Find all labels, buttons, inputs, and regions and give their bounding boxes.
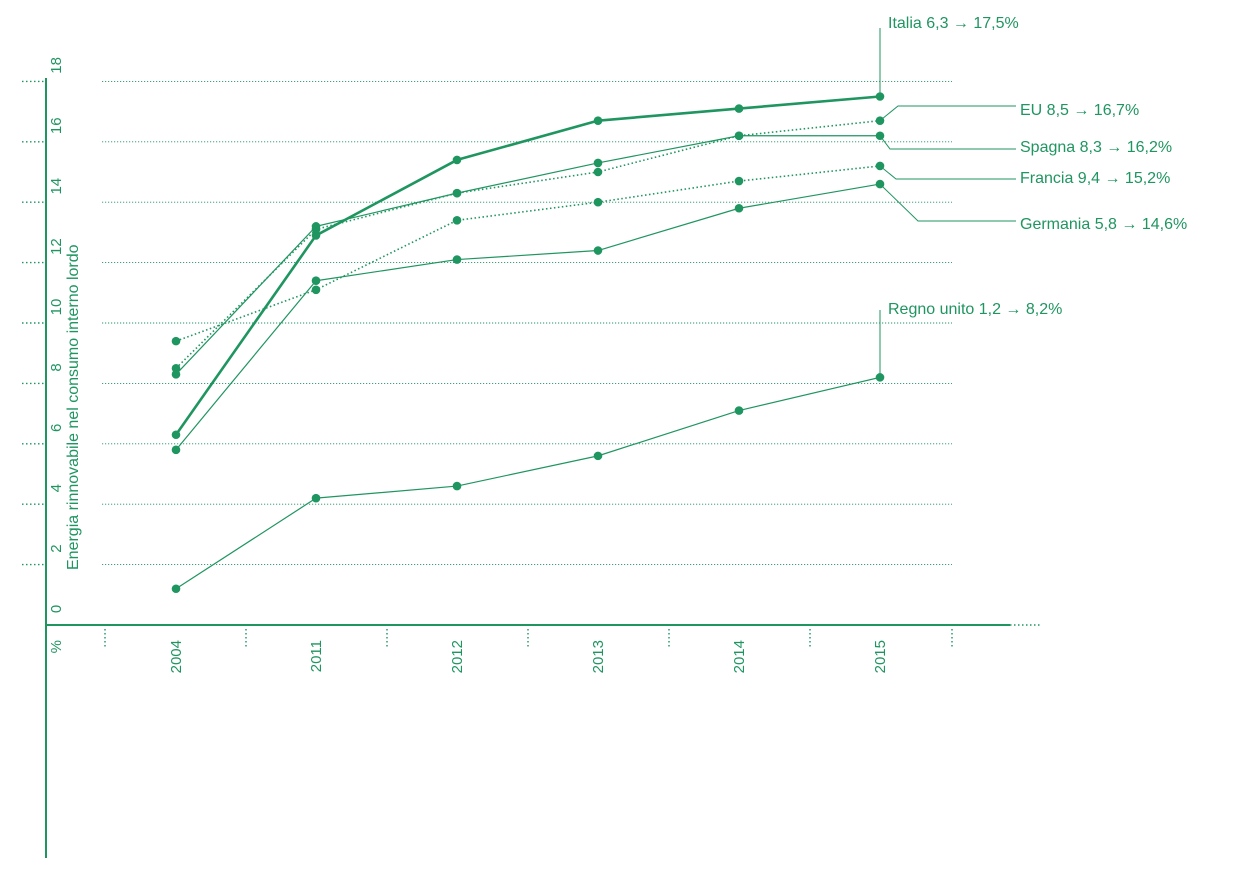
y-tick-label: 6	[48, 424, 65, 432]
y-axis-label: Energia rinnovabile nel consumo interno …	[65, 244, 82, 570]
series-lines	[171, 92, 885, 594]
data-point-germania	[171, 445, 181, 455]
data-point-francia	[311, 285, 321, 295]
data-point-germania	[452, 255, 462, 264]
data-point-francia	[593, 197, 603, 207]
data-point-eu	[171, 364, 181, 373]
series-line-spagna	[175, 135, 880, 375]
y-tick-label: 4	[48, 484, 65, 492]
y-tick-label: 16	[48, 117, 65, 134]
y-tick-label: 2	[48, 544, 65, 552]
series-annotations: Italia 6,3 → 17,5% EU 8,5 → 16,7% Spagna 8…	[879, 15, 1187, 378]
x-tick-label: 2014	[731, 640, 748, 673]
y-axis-unit: %	[48, 640, 65, 653]
series-label-regno-unito: Regno unito 1,2 → 8,2%	[888, 301, 1062, 318]
data-point-germania	[311, 276, 321, 286]
data-point-regno-unito	[734, 406, 744, 415]
leader-line-germania	[879, 183, 1016, 222]
leader-line-spagna	[879, 135, 1016, 150]
series-line-germania	[175, 183, 881, 451]
data-point-regno-unito	[452, 481, 462, 491]
data-point-spagna	[593, 158, 603, 168]
data-point-italia	[452, 155, 462, 165]
series-line-francia	[175, 165, 881, 342]
data-point-spagna	[452, 188, 462, 198]
x-tick-label: 2013	[590, 640, 607, 673]
data-point-regno-unito	[593, 451, 603, 461]
data-point-italia	[593, 116, 603, 125]
data-point-germania	[593, 246, 603, 255]
series-line-eu	[175, 119, 881, 369]
data-point-italia	[311, 231, 321, 240]
series-line-italia	[174, 95, 881, 436]
y-tick-label: 0	[48, 605, 65, 613]
series-label-francia: Francia 9,4 → 15,2%	[1020, 170, 1170, 187]
series-label-spagna: Spagna 8,3 → 16,2%	[1020, 139, 1172, 156]
data-point-francia	[734, 176, 744, 186]
data-point-spagna	[311, 222, 321, 231]
x-tick-label: 2004	[168, 640, 185, 673]
data-point-francia	[171, 336, 181, 346]
series-label-italia: Italia 6,3 → 17,5%	[888, 15, 1019, 32]
y-tick-label: 14	[48, 178, 65, 195]
y-tick-label: 10	[48, 299, 65, 316]
series-label-eu: EU 8,5 → 16,7%	[1020, 102, 1139, 119]
leader-line-eu	[879, 105, 1016, 122]
data-point-spagna	[734, 131, 744, 141]
data-point-spagna	[171, 370, 181, 379]
series-line-regno-unito	[175, 376, 881, 590]
data-point-italia	[734, 104, 744, 113]
series-label-germania: Germania 5,8 → 14,6%	[1020, 216, 1187, 233]
y-tick-label: 18	[48, 57, 65, 74]
leader-line-francia	[879, 165, 1016, 180]
data-point-germania	[734, 203, 744, 213]
data-point-regno-unito	[171, 584, 181, 594]
y-tick-label: 8	[48, 363, 65, 371]
x-tick-label: 2015	[872, 640, 889, 673]
data-point-italia	[171, 430, 181, 440]
data-point-francia	[452, 216, 462, 225]
data-point-regno-unito	[311, 493, 321, 503]
x-tick-label: 2011	[308, 640, 325, 672]
y-axis-ticks: 0 2 4 6 8 10 12 14 16 18	[22, 57, 65, 613]
axes	[45, 78, 1040, 858]
data-point-eu	[593, 167, 603, 177]
x-axis-ticks: 2004 2011 2012 2013 2014 2015	[104, 629, 953, 673]
x-tick-label: 2012	[449, 640, 466, 673]
grid-lines	[102, 80, 952, 566]
y-tick-label: 12	[48, 238, 65, 255]
